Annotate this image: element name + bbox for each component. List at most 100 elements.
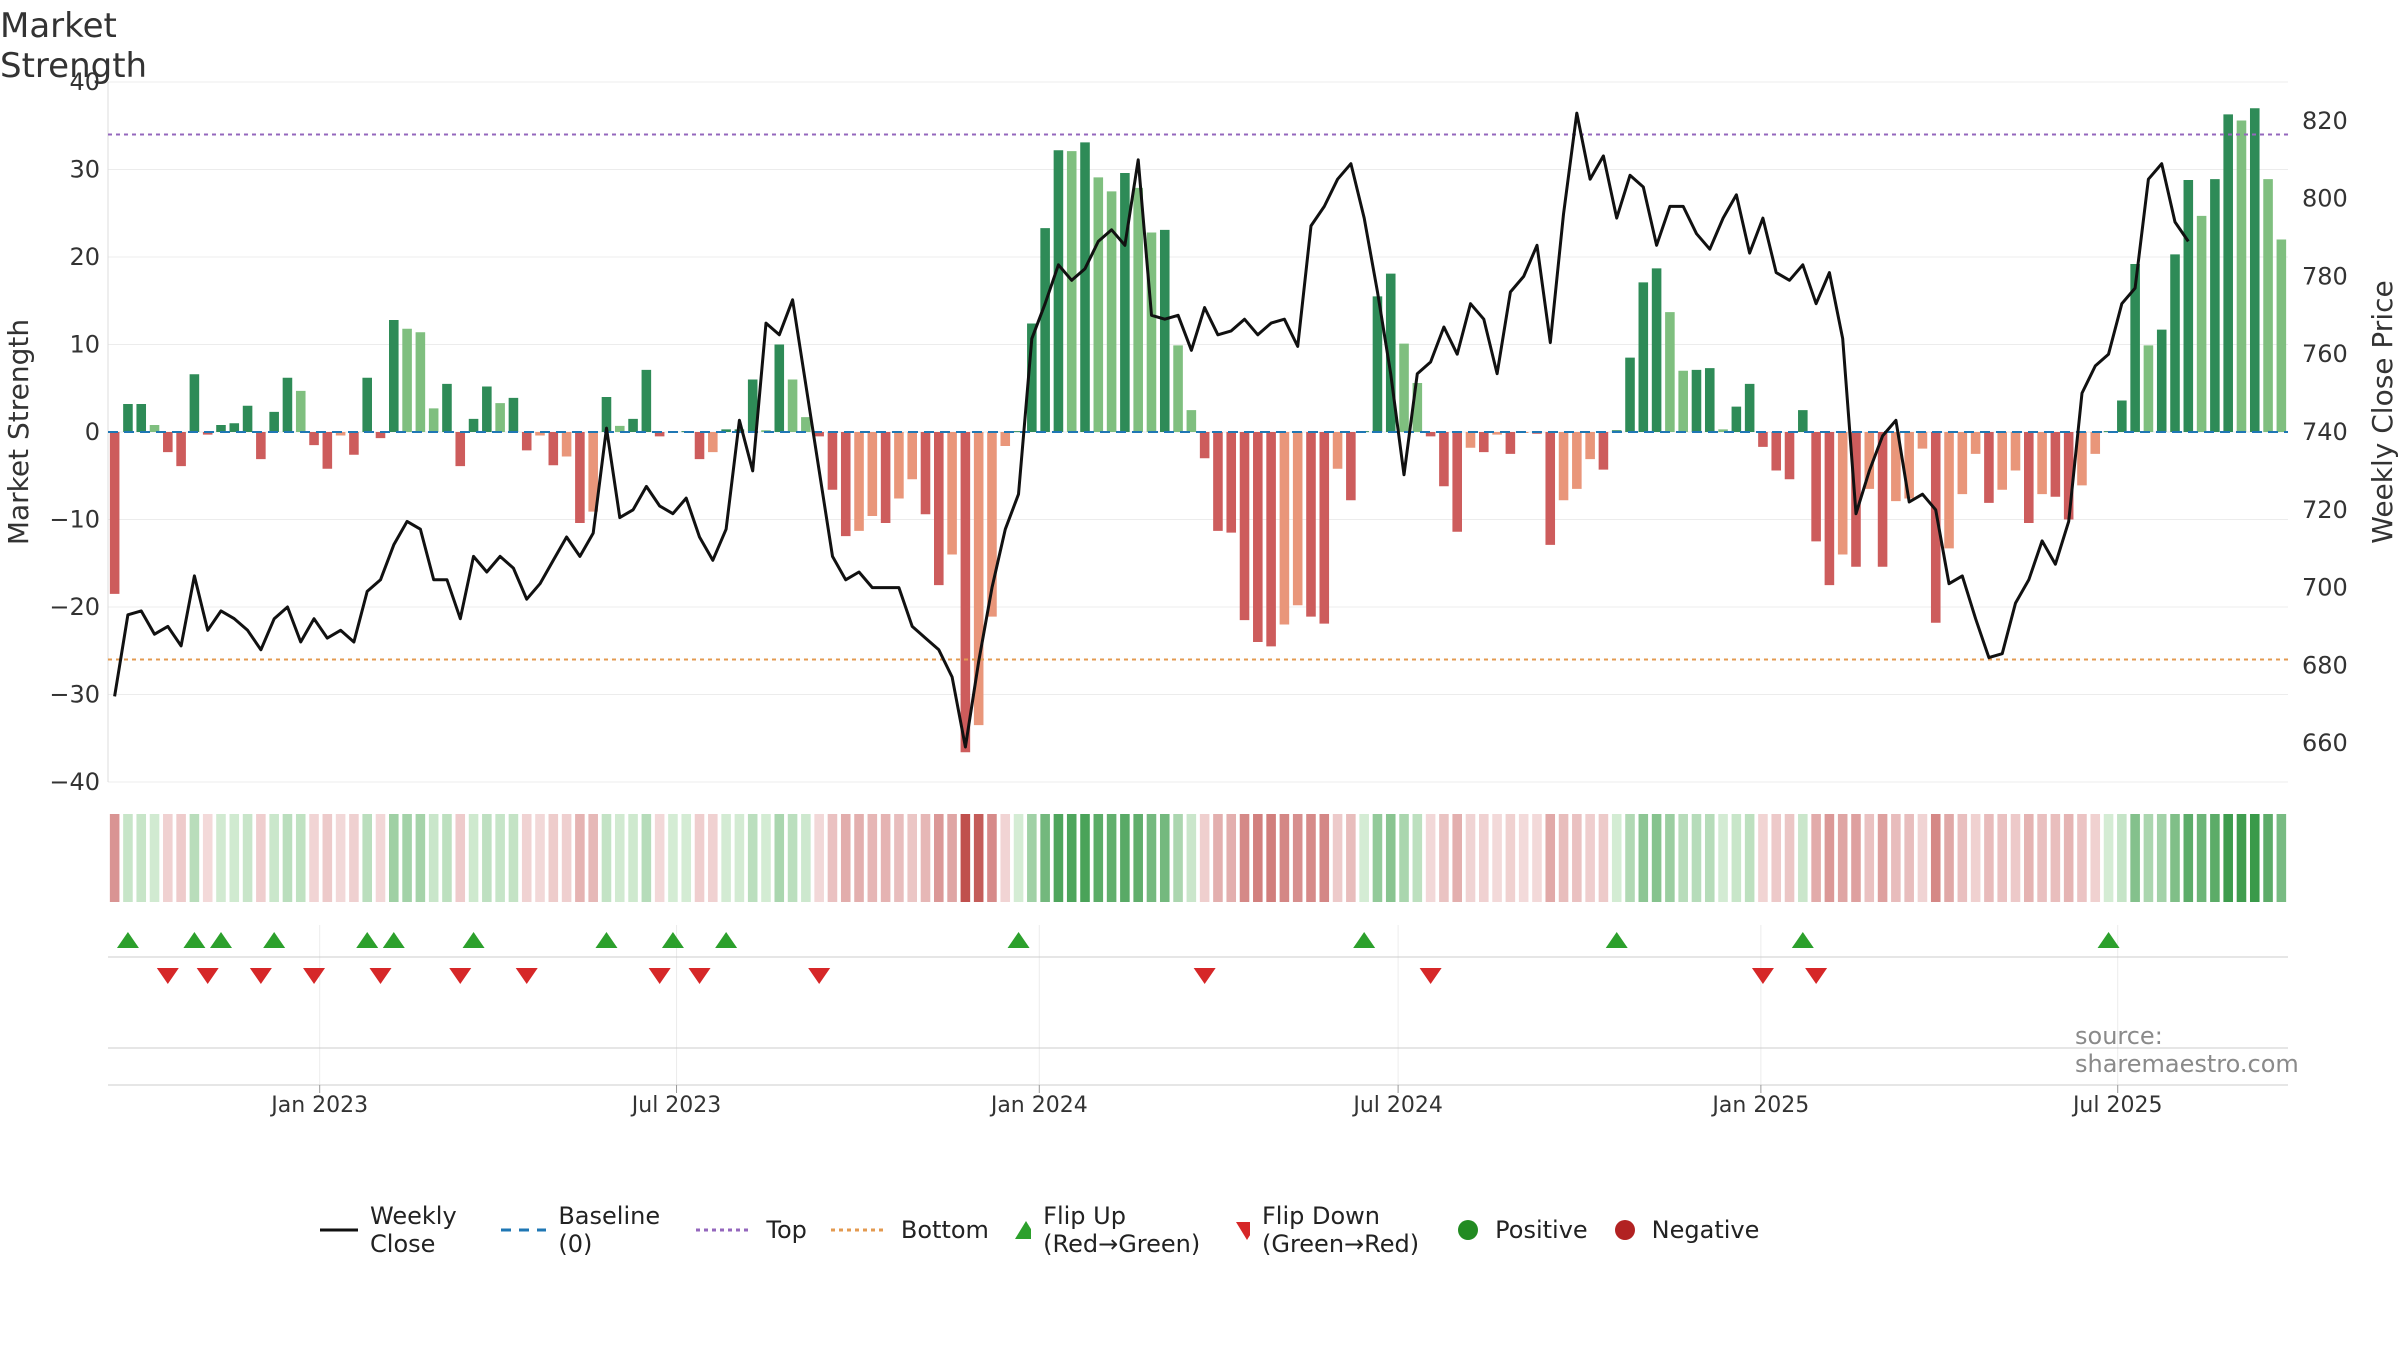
y-right-axis-label: Weekly Close Price <box>2366 280 2399 543</box>
strength-cell <box>2143 814 2154 902</box>
y-right-tick-label: 800 <box>2302 185 2348 213</box>
y-right-tick-label: 700 <box>2302 574 2348 602</box>
strength-bar <box>1798 410 1808 432</box>
strength-bar <box>2130 264 2140 432</box>
strength-cell <box>934 814 944 902</box>
flip-down-marker <box>1751 968 1774 984</box>
strength-bar <box>1984 432 1994 503</box>
flip-down-marker <box>688 968 711 984</box>
strength-cell <box>535 814 545 902</box>
legend-label: Bottom <box>900 1216 989 1244</box>
strength-bar <box>1199 432 1210 459</box>
strength-bar <box>1718 429 1728 432</box>
strength-cell <box>1811 814 1821 902</box>
strength-cell <box>588 814 598 902</box>
strength-cell <box>1173 814 1183 902</box>
strength-bar <box>521 432 532 451</box>
strength-bar <box>1505 432 1516 454</box>
strength-bar <box>1465 432 1476 448</box>
strength-bar <box>2024 432 2034 523</box>
strength-bar <box>389 320 399 432</box>
strength-cell <box>1558 814 1569 902</box>
strength-cell <box>2223 814 2233 902</box>
strength-bar <box>2063 432 2074 520</box>
strength-cell <box>1359 814 1369 902</box>
strength-cell <box>827 814 838 902</box>
strength-cell <box>1704 814 1715 902</box>
strength-bar <box>1146 232 1157 432</box>
strength-bar <box>747 379 758 432</box>
strength-cell <box>1572 814 1582 902</box>
chart-title: Market Strength <box>0 6 148 86</box>
strength-cell <box>322 814 333 902</box>
strength-cell <box>402 814 412 902</box>
legend-label: Baseline (0) <box>558 1202 661 1258</box>
strength-bar <box>362 377 372 432</box>
strength-cell <box>1665 814 1675 902</box>
strength-bar <box>1399 343 1409 432</box>
strength-cell <box>1346 814 1356 902</box>
strength-cell <box>1213 814 1223 902</box>
strength-bar <box>2156 329 2167 432</box>
strength-bar <box>256 432 266 460</box>
strength-cell <box>1598 814 1609 902</box>
strength-bar <box>163 432 173 453</box>
strength-bar <box>601 397 612 432</box>
strength-cell <box>787 814 798 902</box>
strength-cell <box>1917 814 1928 902</box>
flip-up-marker <box>1007 932 1030 948</box>
strength-cell <box>1412 814 1423 902</box>
strength-cell <box>654 814 665 902</box>
flip-up-marker <box>183 932 206 948</box>
strength-bar <box>1239 432 1250 621</box>
strength-cell <box>256 814 266 902</box>
legend-item: Positive <box>1453 1215 1588 1245</box>
strength-bar <box>628 418 638 432</box>
flip-down-marker <box>196 968 219 984</box>
strength-bar <box>149 425 160 432</box>
strength-cell <box>2196 814 2207 902</box>
strength-cell <box>335 814 346 902</box>
legend-label: Negative <box>1651 1216 1760 1244</box>
strength-bar <box>614 425 625 432</box>
strength-bar <box>787 379 798 432</box>
strength-cell <box>1106 814 1117 902</box>
flip-down-marker <box>1805 968 1828 984</box>
strength-cell <box>1146 814 1157 902</box>
flip-up-marker <box>209 932 232 948</box>
strength-cell <box>468 814 479 902</box>
strength-cell <box>2183 814 2194 902</box>
strength-cell <box>1013 814 1024 902</box>
strength-cell <box>455 814 466 902</box>
strength-cell <box>614 814 625 902</box>
strength-cell <box>1904 814 1914 902</box>
strength-cell <box>349 814 359 902</box>
strength-bar <box>1744 383 1755 432</box>
strength-cell <box>947 814 957 902</box>
flip-down-marker <box>515 968 538 984</box>
strength-bar <box>1120 173 1130 432</box>
flip-up-marker <box>263 932 286 948</box>
strength-cell <box>216 814 226 902</box>
circle-icon <box>1458 1220 1479 1240</box>
y-left-tick-label: 20 <box>69 243 100 271</box>
strength-bar <box>349 432 359 455</box>
strength-cell <box>269 814 279 902</box>
strength-cell <box>641 814 652 902</box>
strength-bar <box>1545 432 1556 545</box>
strength-cell <box>548 814 559 902</box>
strength-bar <box>295 390 306 432</box>
triangle-down-icon <box>1236 1222 1250 1240</box>
strength-bar <box>1425 432 1436 437</box>
strength-cell <box>1266 814 1276 902</box>
strength-cell <box>1053 814 1064 902</box>
strength-cell <box>1292 814 1303 902</box>
legend-label: Weekly Close <box>370 1202 457 1258</box>
strength-bar <box>2223 114 2233 432</box>
strength-cell <box>149 814 160 902</box>
strength-bar <box>561 432 572 457</box>
strength-cell <box>694 814 705 902</box>
strength-bar <box>1970 432 1981 454</box>
flip-down-marker <box>303 968 326 984</box>
strength-bar <box>2196 215 2207 432</box>
